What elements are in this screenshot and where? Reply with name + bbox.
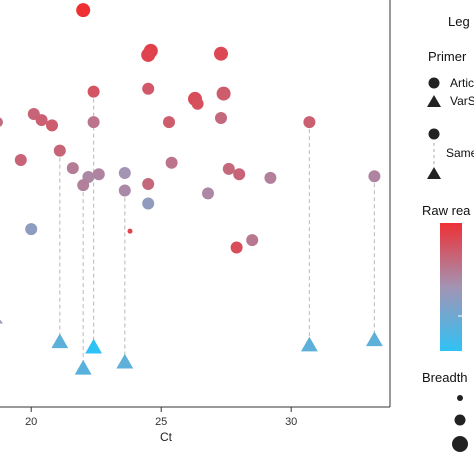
artic-point xyxy=(46,119,58,132)
artic-point xyxy=(303,116,316,129)
legend-primer-item-artic: Artic xyxy=(450,76,474,90)
plot-area: 20 25 30 Ct xyxy=(0,0,391,444)
legend-same-label: Same xyxy=(446,146,474,160)
artic-point xyxy=(141,47,156,62)
artic-point xyxy=(87,85,100,98)
varskip-point xyxy=(366,331,383,347)
x-tick-label: 25 xyxy=(155,416,167,428)
varskip-point xyxy=(301,336,318,352)
legend-same-triangle-key xyxy=(427,167,441,179)
legend-color-bar xyxy=(440,223,462,351)
x-axis-ticks: 20 25 30 xyxy=(25,407,297,428)
artic-point xyxy=(118,166,131,179)
artic-point xyxy=(87,116,100,129)
artic-point xyxy=(233,168,246,181)
artic-point xyxy=(25,223,38,236)
artic-point xyxy=(202,187,214,200)
artic-point xyxy=(66,162,79,175)
artic-point xyxy=(142,197,155,210)
artic-point xyxy=(118,184,131,197)
legend-primer-title: Primer xyxy=(428,49,467,64)
legend-size-title: Breadth xyxy=(422,370,468,385)
artic-point xyxy=(163,116,175,129)
x-tick-label: 30 xyxy=(285,416,297,428)
edge-triangle-point xyxy=(0,319,3,324)
edge-marks xyxy=(0,117,3,324)
artic-point xyxy=(35,114,48,127)
artic-point xyxy=(246,234,259,247)
varskip-point xyxy=(85,338,102,354)
varskip-point xyxy=(74,359,92,375)
legend-primer-item-varskip: VarS xyxy=(450,94,474,108)
artic-point xyxy=(92,168,105,181)
edge-circle-point xyxy=(0,117,3,127)
artic-point xyxy=(77,179,90,192)
legend-same-circle-key xyxy=(428,128,440,140)
artic-point xyxy=(216,86,231,101)
artic-point xyxy=(368,170,381,183)
artic-series xyxy=(14,3,381,254)
x-tick-label: 20 xyxy=(25,416,37,428)
varskip-series xyxy=(51,331,383,375)
artic-point xyxy=(215,112,227,125)
legend: Leg Primer Artic VarS Same Raw rea Bread… xyxy=(422,14,474,452)
legend-size-key-medium xyxy=(454,414,466,426)
artic-point xyxy=(214,46,228,61)
varskip-point xyxy=(116,353,134,369)
artic-point xyxy=(191,97,204,110)
artic-point xyxy=(222,162,235,175)
legend-size-key-small xyxy=(457,395,463,401)
artic-point xyxy=(76,3,91,18)
legend-title: Leg xyxy=(448,14,470,29)
legend-color-title: Raw rea xyxy=(422,203,471,218)
artic-point xyxy=(142,177,155,190)
artic-point xyxy=(165,156,178,169)
legend-primer-triangle-key xyxy=(427,95,441,107)
legend-primer-circle-key xyxy=(428,77,440,89)
artic-point xyxy=(142,82,155,95)
x-axis-title: Ct xyxy=(160,430,173,444)
varskip-point xyxy=(51,333,69,349)
legend-size-key-large xyxy=(452,436,468,452)
artic-point xyxy=(14,153,27,166)
artic-point xyxy=(53,144,66,157)
artic-point xyxy=(264,171,277,184)
pair-links xyxy=(59,91,375,369)
artic-point xyxy=(230,241,243,254)
artic-point xyxy=(127,228,133,234)
